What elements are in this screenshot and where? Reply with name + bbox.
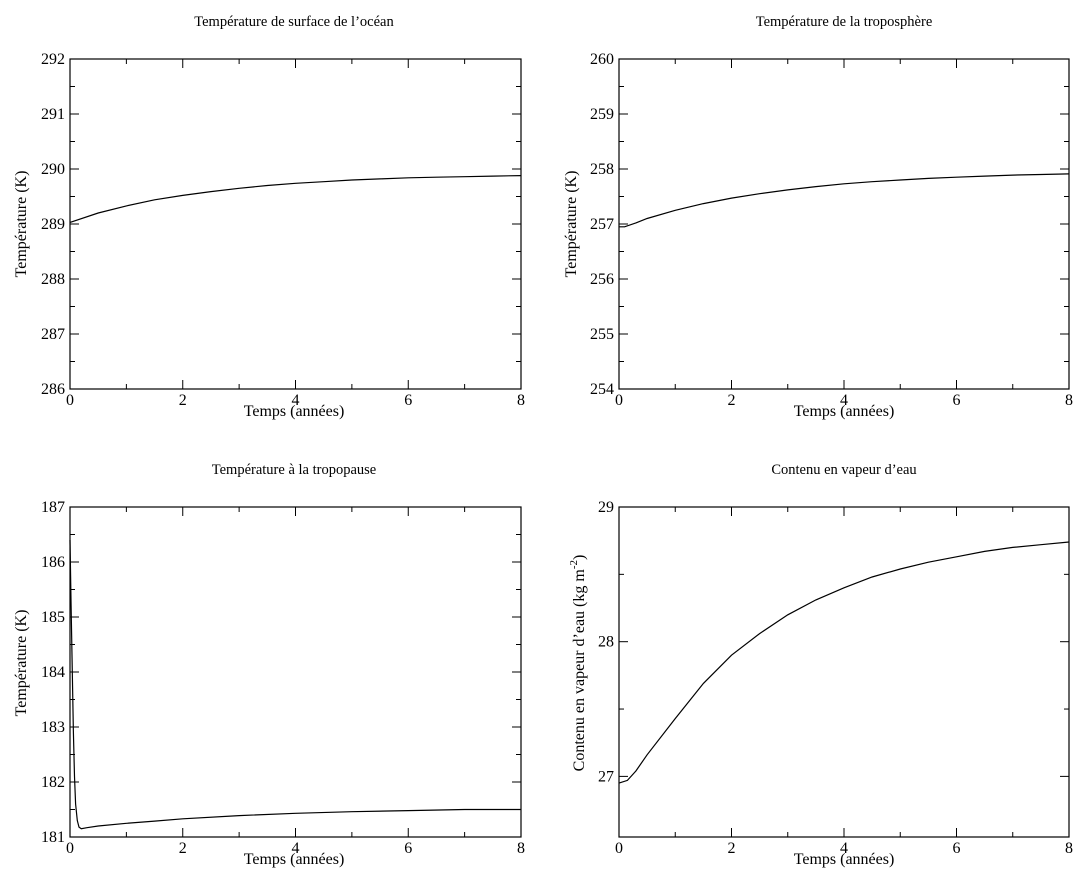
y-tick-label: 27 [598, 768, 614, 785]
chart-title: Contenu en vapeur d’eau [771, 462, 916, 478]
y-axis-label: Température (K) [563, 171, 580, 278]
y-axis-label-main: Contenu en vapeur d’eau (kg m [571, 569, 588, 772]
x-tick-label: 0 [66, 840, 74, 857]
chart-title: Température de la troposphère [756, 14, 933, 30]
x-axis-label: Temps (années) [794, 403, 895, 420]
y-tick-label: 29 [598, 499, 614, 516]
y-tick-label: 291 [41, 106, 65, 123]
chart-panel-troposphere: Température de la troposphère Temps (ann… [563, 14, 1073, 420]
y-tick-label: 258 [590, 161, 614, 178]
chart-panel-water-vapour: Contenu en vapeur d’eau Temps (années) C… [568, 462, 1073, 868]
plot-frame [618, 506, 1070, 838]
y-tick-label: 292 [41, 51, 65, 68]
x-tick-label: 8 [1065, 840, 1073, 857]
x-tick-label: 2 [179, 392, 187, 409]
series-line [618, 541, 1070, 784]
plot-area: 0 2 4 6 8 181 182 183 184 185 186 187 [41, 499, 525, 857]
x-tick-label: 0 [615, 840, 623, 857]
plot-area: 0 2 4 6 8 286 287 288 289 290 291 292 [41, 51, 525, 409]
x-tick-label: 4 [292, 840, 300, 857]
y-tick-label: 183 [41, 719, 65, 736]
x-axis-label: Temps (années) [244, 851, 345, 868]
y-tick-label: 256 [590, 271, 614, 288]
y-axis-label-superscript: -2 [568, 560, 580, 569]
y-tick-label: 187 [41, 499, 65, 516]
chart-title: Température à la tropopause [212, 462, 376, 478]
plot-frame [69, 58, 522, 390]
y-tick-label: 255 [590, 326, 614, 343]
y-tick-label: 254 [590, 381, 614, 398]
plot-frame [69, 506, 522, 838]
x-tick-label: 6 [404, 392, 412, 409]
y-axis-label: Température (K) [13, 171, 30, 278]
y-tick-label: 28 [598, 634, 614, 651]
y-tick-label: 286 [41, 381, 65, 398]
plot-area: 0 2 4 6 8 254 255 256 257 258 259 260 [590, 51, 1073, 409]
y-tick-label: 257 [590, 216, 614, 233]
plot-area: 0 2 4 6 8 27 28 29 [598, 499, 1073, 857]
x-tick-label: 8 [517, 392, 525, 409]
x-tick-label: 6 [953, 392, 961, 409]
y-axis-label: Température (K) [13, 610, 30, 717]
y-tick-label: 185 [41, 609, 65, 626]
y-tick-label: 290 [41, 161, 65, 178]
x-tick-label: 6 [404, 840, 412, 857]
x-tick-label: 2 [179, 840, 187, 857]
chart-panel-ocean-surface: Température de surface de l’océan Temps … [13, 14, 525, 420]
chart-panel-tropopause: Température à la tropopause Temps (année… [13, 462, 525, 868]
x-tick-label: 8 [1065, 392, 1073, 409]
series-line [69, 539, 521, 830]
x-tick-label: 2 [728, 840, 736, 857]
y-tick-label: 288 [41, 271, 65, 288]
y-tick-label: 287 [41, 326, 65, 343]
y-tick-label: 259 [590, 106, 614, 123]
y-tick-label: 289 [41, 216, 65, 233]
y-tick-label: 184 [41, 664, 65, 681]
y-axis-label: Contenu en vapeur d’eau (kg m-2) [568, 555, 588, 772]
y-tick-label: 186 [41, 554, 65, 571]
x-tick-label: 2 [728, 392, 736, 409]
x-tick-label: 0 [66, 392, 74, 409]
series-line [619, 173, 1070, 228]
x-axis-label: Temps (années) [794, 851, 895, 868]
chart-title: Température de surface de l’océan [194, 14, 394, 30]
x-tick-label: 4 [292, 392, 300, 409]
y-tick-label: 181 [41, 829, 65, 846]
x-axis-label: Temps (années) [244, 403, 345, 420]
y-tick-label: 260 [590, 51, 614, 68]
series-line [69, 175, 522, 223]
x-tick-label: 8 [517, 840, 525, 857]
y-tick-label: 182 [41, 774, 65, 791]
x-tick-label: 0 [615, 392, 623, 409]
y-axis-label-tail: ) [571, 555, 588, 560]
x-tick-label: 4 [840, 840, 848, 857]
x-tick-label: 4 [840, 392, 848, 409]
plot-frame [618, 58, 1070, 390]
x-tick-label: 6 [953, 840, 961, 857]
